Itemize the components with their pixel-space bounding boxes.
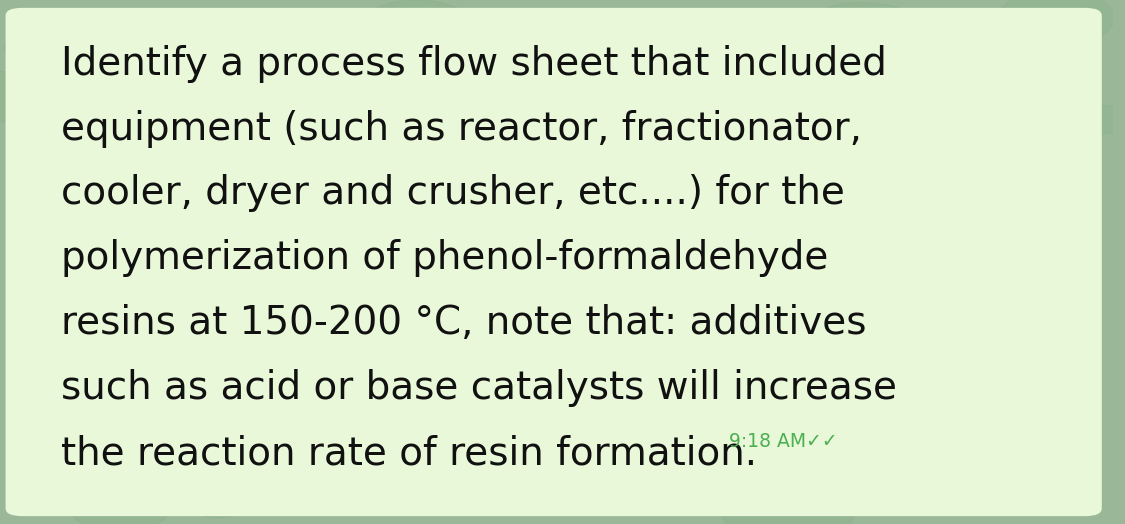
Circle shape [222,282,333,335]
Circle shape [16,47,114,93]
Circle shape [548,202,596,225]
Circle shape [692,339,783,382]
Circle shape [668,339,719,363]
Circle shape [1068,105,1125,134]
Text: 9:18 AM✓✓: 9:18 AM✓✓ [729,432,838,451]
Circle shape [291,328,400,379]
Circle shape [651,423,701,446]
Circle shape [558,289,605,311]
Circle shape [476,98,539,127]
Circle shape [998,0,1114,46]
Circle shape [4,31,72,63]
Text: equipment (such as reactor, fractionator,: equipment (such as reactor, fractionator… [61,110,862,148]
Text: cooler, dryer and crusher, etc....) for the: cooler, dryer and crusher, etc....) for … [61,174,845,213]
Circle shape [785,108,837,132]
Circle shape [70,484,171,524]
Circle shape [446,439,534,481]
Circle shape [287,228,413,287]
Circle shape [351,355,443,399]
Circle shape [286,448,392,498]
Text: polymerization of phenol-formaldehyde: polymerization of phenol-formaldehyde [61,239,829,278]
Circle shape [580,99,669,141]
Circle shape [374,354,492,410]
Text: resins at 150-200 °C, note that: additives: resins at 150-200 °C, note that: additiv… [61,304,866,343]
Text: such as acid or base catalysts will increase: such as acid or base catalysts will incr… [61,369,898,408]
Circle shape [0,71,60,122]
Circle shape [801,3,925,61]
Circle shape [161,35,254,78]
Circle shape [897,398,956,427]
Circle shape [122,9,237,64]
Text: Identify a process flow sheet that included: Identify a process flow sheet that inclu… [61,45,888,83]
Circle shape [76,124,189,177]
Circle shape [159,343,250,386]
Circle shape [362,0,471,52]
Circle shape [181,483,255,518]
Circle shape [117,353,194,389]
Circle shape [132,92,182,116]
Circle shape [543,396,674,458]
FancyBboxPatch shape [6,8,1101,516]
Circle shape [647,40,763,95]
Circle shape [639,29,692,53]
Circle shape [339,435,460,492]
Circle shape [431,348,530,395]
Circle shape [722,483,854,524]
Circle shape [637,429,695,456]
Circle shape [666,39,753,80]
Text: the reaction rate of resin formation.: the reaction rate of resin formation. [61,434,757,473]
Circle shape [219,467,290,500]
